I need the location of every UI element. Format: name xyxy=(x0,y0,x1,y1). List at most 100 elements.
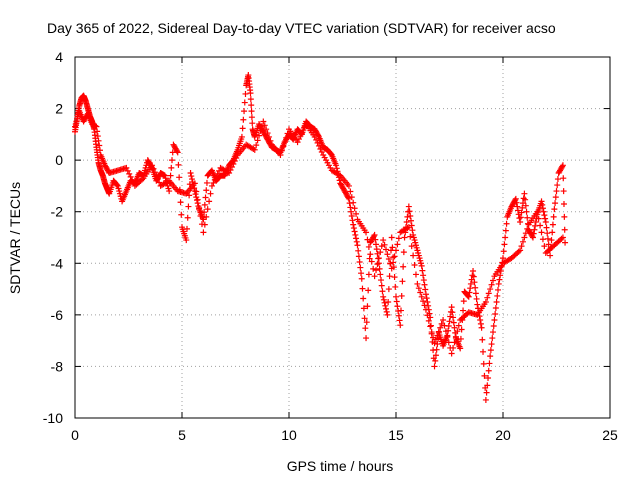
data-point xyxy=(363,229,370,236)
data-point-interp xyxy=(492,304,499,311)
data-point-interp xyxy=(407,233,414,240)
data-point-interp xyxy=(442,328,449,335)
data-point-interp xyxy=(126,170,133,177)
data-point-interp xyxy=(253,142,260,149)
data-point-interp xyxy=(300,127,307,134)
data-point xyxy=(491,317,498,324)
x-tick-label: 0 xyxy=(71,427,79,443)
data-point-interp xyxy=(412,271,419,278)
data-point-interp xyxy=(380,296,387,303)
data-point xyxy=(559,234,566,241)
data-point-interp xyxy=(493,298,500,305)
data-point-interp xyxy=(348,194,355,201)
data-point-interp xyxy=(202,194,209,201)
data-point xyxy=(448,350,455,357)
data-point xyxy=(200,229,207,236)
data-point-interp xyxy=(377,271,384,278)
data-point-interp xyxy=(549,229,556,236)
data-point xyxy=(380,293,387,300)
data-point-interp xyxy=(427,323,434,330)
data-point-interp xyxy=(264,130,271,137)
data-point-interp xyxy=(261,122,268,129)
data-point-interp xyxy=(297,133,304,140)
data-point-interp xyxy=(418,293,425,300)
data-point-interp xyxy=(501,241,508,248)
data-point-interp xyxy=(389,244,396,251)
data-point-interp xyxy=(484,294,491,301)
data-point-interp xyxy=(233,154,240,161)
data-point-interp xyxy=(370,265,377,272)
data-point-interp xyxy=(407,217,414,224)
data-point-interp xyxy=(541,212,548,219)
data-point xyxy=(517,219,524,226)
data-point-interp xyxy=(522,202,529,209)
data-point-interp xyxy=(406,208,413,215)
data-point-interp xyxy=(450,344,457,351)
data-point-interp xyxy=(203,187,210,194)
data-point-interp xyxy=(248,114,255,121)
data-point-interp xyxy=(518,243,525,250)
data-point xyxy=(534,208,541,215)
data-point-interp xyxy=(242,90,249,97)
data-point xyxy=(414,280,421,287)
data-point-interp xyxy=(257,127,264,134)
y-tick-label: 0 xyxy=(55,152,63,168)
data-point xyxy=(380,237,387,244)
data-point-interp xyxy=(524,225,531,232)
plot-frame xyxy=(74,56,611,419)
data-point-interp xyxy=(352,231,359,238)
data-point-interp xyxy=(552,200,559,207)
data-point-interp xyxy=(539,236,546,243)
data-point-interp xyxy=(351,228,358,235)
data-point xyxy=(238,133,245,140)
data-point-interp xyxy=(396,317,403,324)
data-point xyxy=(470,268,477,275)
data-point xyxy=(457,345,464,352)
data-point-interp xyxy=(201,209,208,216)
data-point-interp xyxy=(153,172,160,179)
data-point-interp xyxy=(333,165,340,172)
data-point-interp xyxy=(518,209,525,216)
data-point-interp xyxy=(432,336,439,343)
data-point-interp xyxy=(421,302,428,309)
x-axis-label: GPS time / hours xyxy=(287,458,394,474)
data-point-interp xyxy=(390,259,397,266)
data-point-interp xyxy=(522,196,529,203)
data-point-interp xyxy=(477,317,484,324)
data-point-interp xyxy=(383,305,390,312)
chart-title: Day 365 of 2022, Sidereal Day-to-day VTE… xyxy=(47,20,556,36)
data-point-interp xyxy=(479,336,486,343)
data-point-interp xyxy=(357,264,364,271)
data-point-interp xyxy=(395,235,402,242)
data-point-interp xyxy=(318,148,325,155)
data-point-interp xyxy=(548,237,555,244)
data-point xyxy=(500,255,506,262)
data-point-interp xyxy=(496,276,503,283)
data-point-interp xyxy=(213,173,220,180)
data-point-interp xyxy=(428,329,435,336)
data-point xyxy=(384,311,391,318)
data-point xyxy=(448,304,455,311)
data-point-interp xyxy=(444,333,451,340)
data-point xyxy=(375,260,382,267)
data-point-interp xyxy=(184,214,191,221)
data-point-interp xyxy=(559,163,566,170)
data-point-interp xyxy=(231,158,238,165)
y-tick-label: -6 xyxy=(51,307,64,323)
data-point xyxy=(431,340,438,347)
data-point xyxy=(166,188,173,195)
data-point-interp xyxy=(537,222,544,229)
data-point-interp xyxy=(420,272,427,279)
data-point-interp xyxy=(239,125,246,132)
data-point-interp xyxy=(368,258,375,265)
data-point-interp xyxy=(488,341,495,348)
data-point-interp xyxy=(531,226,538,233)
data-point-interp xyxy=(538,229,545,236)
data-point-interp xyxy=(472,290,479,297)
data-point-interp xyxy=(381,241,388,248)
data-point-interp xyxy=(445,339,452,346)
data-point-interp xyxy=(469,272,476,279)
data-point-interp xyxy=(425,317,432,324)
data-point-interp xyxy=(373,267,380,274)
